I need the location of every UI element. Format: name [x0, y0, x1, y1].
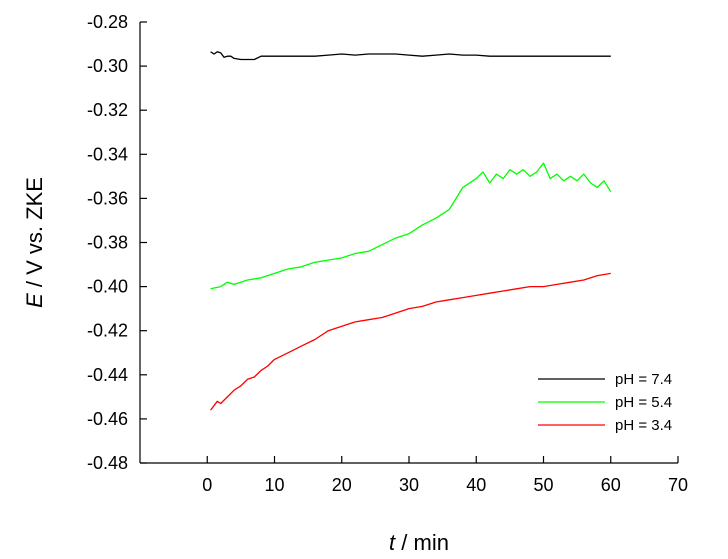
y-tick-label: -0.42 — [87, 321, 128, 341]
x-tick-label: 70 — [668, 475, 688, 495]
axes: -0.28 -0.30 -0.32 -0.34 -0.36 -0.38 -0.40 -0.42… — [87, 12, 688, 495]
y-tick-label: -0.36 — [87, 188, 128, 208]
y-tick-label: -0.48 — [87, 453, 128, 473]
x-axis-label-symbol: t — [389, 530, 396, 555]
y-tick-label: -0.30 — [87, 56, 128, 76]
series-lines — [210, 51, 612, 411]
x-tick-label: 50 — [533, 475, 553, 495]
y-axis-label-symbol: E — [22, 293, 47, 308]
y-axis-label: E / V vs. ZKE — [22, 177, 47, 308]
y-tick-label: -0.38 — [87, 233, 128, 253]
x-tick-label: 60 — [601, 475, 621, 495]
y-tick-label: -0.28 — [87, 12, 128, 32]
x-tick-label: 30 — [399, 475, 419, 495]
y-tick-label: -0.44 — [87, 365, 128, 385]
x-tick-label: 20 — [332, 475, 352, 495]
x-tick-label: 0 — [202, 475, 212, 495]
legend-label: pH = 3.4 — [615, 417, 672, 434]
legend-label: pH = 7.4 — [615, 371, 672, 388]
y-tick-label: -0.46 — [87, 409, 128, 429]
x-tick-label: 10 — [264, 475, 284, 495]
y-axis-label-unit: / V vs. ZKE — [22, 177, 47, 293]
y-tick-label: -0.34 — [87, 144, 128, 164]
series-line-1 — [210, 51, 611, 61]
x-tick-label: 40 — [466, 475, 486, 495]
y-tick-label: -0.40 — [87, 277, 128, 297]
series-line-2 — [210, 162, 612, 290]
x-axis-label-unit: / min — [395, 530, 449, 555]
legend-label: pH = 5.4 — [615, 394, 672, 411]
x-axis-label: t / min — [389, 530, 449, 555]
axis-labels: t / min E / V vs. ZKE — [22, 177, 449, 555]
legend: pH = 7.4 pH = 5.4 pH = 3.4 — [538, 371, 672, 434]
series-line-3 — [210, 272, 611, 411]
y-tick-label: -0.32 — [87, 100, 128, 120]
